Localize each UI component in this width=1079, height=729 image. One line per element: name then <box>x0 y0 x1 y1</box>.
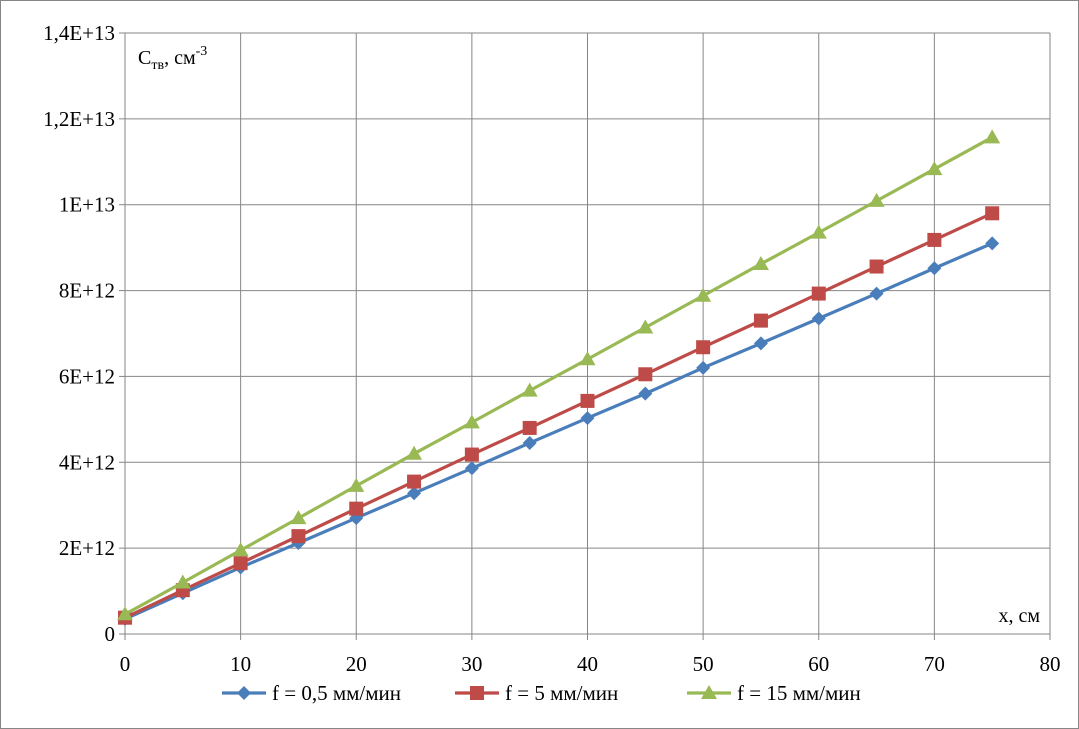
axes <box>119 32 1051 640</box>
data-point <box>117 606 133 621</box>
y-tick-label: 2E+12 <box>59 536 115 560</box>
y-tick-label: 4E+12 <box>59 450 115 474</box>
series-3 <box>117 129 1001 621</box>
legend-item: f = 0,5 мм/мин <box>222 681 401 705</box>
legend-item: f = 5 мм/мин <box>455 681 618 705</box>
legend-marker <box>701 685 717 699</box>
data-point <box>638 386 653 401</box>
legend-label: f = 0,5 мм/мин <box>272 681 401 705</box>
x-tick-label: 70 <box>924 652 945 676</box>
series-line <box>124 135 993 616</box>
data-point <box>232 542 249 557</box>
data-point <box>926 161 943 176</box>
data-point <box>522 435 537 450</box>
data-point <box>348 477 365 492</box>
data-point <box>985 236 1000 251</box>
y-tick-label: 0 <box>105 622 116 646</box>
legend-marker <box>470 686 484 700</box>
data-point <box>637 319 654 334</box>
data-point <box>985 206 1000 221</box>
data-point <box>752 255 769 270</box>
data-point <box>868 192 885 207</box>
data-point <box>464 447 479 462</box>
data-point <box>753 336 768 351</box>
y-tick-label: 6E+12 <box>59 364 115 388</box>
data-point <box>349 511 364 526</box>
y-axis-title-main: C <box>138 47 151 69</box>
series-group <box>117 129 1001 626</box>
x-tick-label: 60 <box>808 652 829 676</box>
data-point <box>463 414 480 429</box>
data-point <box>811 286 826 301</box>
data-point <box>811 311 826 326</box>
x-tick-label: 30 <box>461 652 482 676</box>
x-tick-label: 0 <box>120 652 131 676</box>
series-1 <box>118 236 1000 626</box>
y-tick-label: 1E+13 <box>59 193 115 217</box>
data-point <box>174 574 191 589</box>
data-point <box>696 360 711 375</box>
legend-label: f = 15 мм/мин <box>737 681 861 705</box>
data-point <box>696 340 711 355</box>
legend-marker <box>237 686 251 700</box>
data-point <box>810 224 827 239</box>
data-point <box>464 461 479 476</box>
data-point <box>869 286 884 301</box>
x-tick-label: 10 <box>230 652 251 676</box>
y-tick-label: 1,4E+13 <box>43 21 115 45</box>
data-point <box>290 510 307 525</box>
data-point <box>927 232 942 247</box>
x-tick-label: 80 <box>1040 652 1061 676</box>
data-point <box>638 367 653 382</box>
data-point <box>927 261 942 276</box>
data-point <box>695 287 712 302</box>
legend-item: f = 15 мм/мин <box>687 681 861 705</box>
data-point <box>580 411 595 426</box>
data-point <box>522 420 537 435</box>
data-point <box>349 501 364 516</box>
data-point <box>521 382 538 397</box>
data-point <box>406 445 423 460</box>
y-tick-label: 8E+12 <box>59 279 115 303</box>
series-2 <box>118 206 1000 625</box>
x-tick-label: 50 <box>693 652 714 676</box>
y-axis-title-sub: тв <box>151 58 164 73</box>
y-tick-labels: 0 2E+12 4E+12 6E+12 8E+12 1E+13 1,2E+13 1,4E+13 <box>43 21 115 646</box>
series-line <box>124 241 993 621</box>
data-point <box>407 486 422 501</box>
y-axis-title: Cтв, см-3 <box>138 44 207 73</box>
data-point <box>291 529 306 544</box>
series-line <box>124 211 993 620</box>
y-tick-label: 1,2E+13 <box>43 107 115 131</box>
x-tick-label: 20 <box>346 652 367 676</box>
y-axis-title-unit: , см <box>164 47 196 69</box>
data-point <box>869 259 884 274</box>
legend: f = 0,5 мм/мин f = 5 мм/мин f = 15 мм/мин <box>222 681 861 705</box>
legend-label: f = 5 мм/мин <box>505 681 618 705</box>
data-point <box>579 351 596 366</box>
data-point <box>984 129 1001 144</box>
data-point <box>753 313 768 328</box>
grid <box>125 32 1051 634</box>
data-point <box>580 393 595 408</box>
x-tick-label: 40 <box>577 652 598 676</box>
data-point <box>233 556 248 571</box>
data-point <box>407 474 422 489</box>
y-axis-title-sup: -3 <box>196 44 208 59</box>
x-axis-title: x, см <box>998 605 1040 627</box>
x-tick-labels: 0 10 20 30 40 50 60 70 80 <box>120 652 1061 676</box>
